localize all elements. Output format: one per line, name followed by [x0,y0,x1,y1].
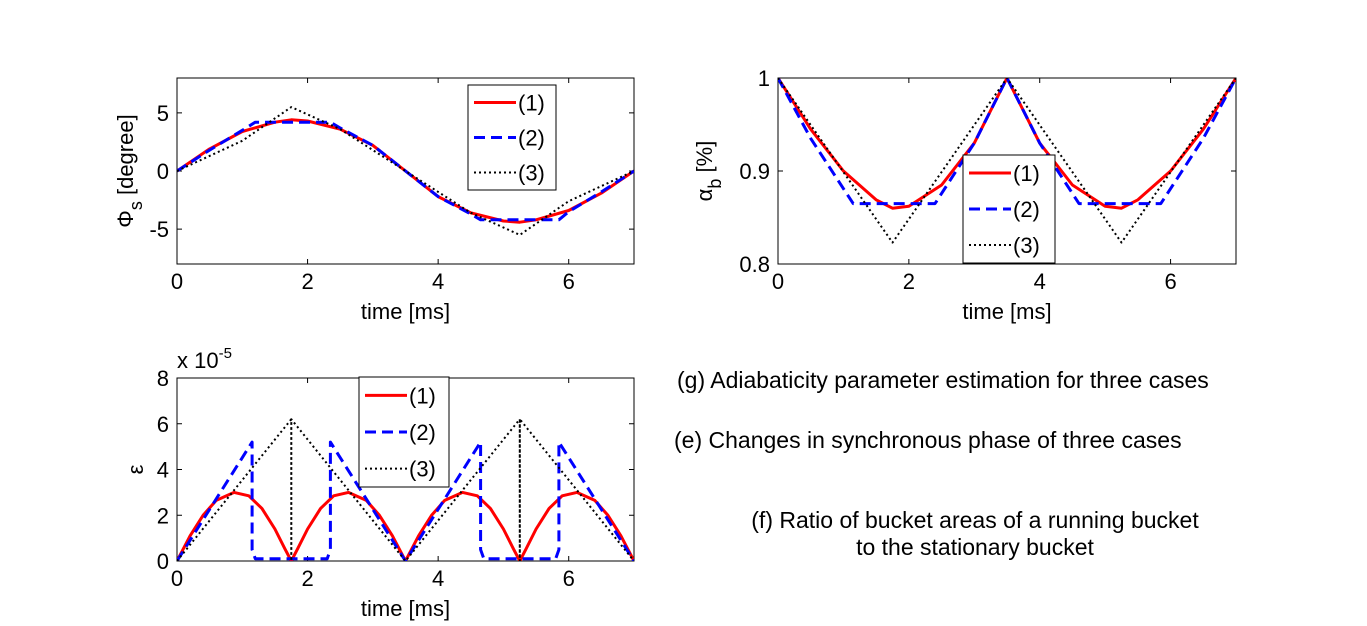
series-line-3 [177,106,634,236]
legend-label-1: (1) [1013,161,1040,186]
legend-label-2: (2) [518,126,545,151]
x-tick-label: 4 [1034,269,1046,294]
caption-g: (g) Adiabaticity parameter estimation fo… [677,367,1209,393]
series-line-2 [177,120,634,222]
x-tick-label: 0 [772,269,784,294]
chart-phi: 0 2 4 6 -5 0 5 time [ms] Φs [degree] (1) (2) (3) [113,77,635,324]
legend-label-2: (2) [409,420,436,445]
caption-f: (f) Ratio of bucket areas of a running b… [700,507,1250,561]
x-tick-label: 0 [171,566,183,591]
legend: (1) (2) (3) [467,84,557,191]
caption-f-line2: to the stationary bucket [856,534,1094,560]
y-exponent-label: x 10-5 [177,345,232,373]
x-tick-label: 2 [301,566,313,591]
y-tick-label: 0 [157,159,169,184]
series-line-3 [177,418,634,561]
y-tick-label: 0.8 [739,252,770,277]
legend-label-1: (1) [409,383,436,408]
series-line-2 [177,440,634,561]
x-axis-label: time [ms] [962,299,1051,324]
y-tick-label: -5 [149,217,169,242]
legend-label-3: (3) [409,457,436,482]
legend-label-1: (1) [518,91,545,116]
y-tick-label: 2 [157,503,169,528]
y-tick-label: 6 [157,412,169,437]
x-axis-label: time [ms] [361,596,450,621]
legend-label-3: (3) [1013,233,1040,258]
y-tick-label: 1 [758,66,770,91]
caption-f-line1: (f) Ratio of bucket areas of a running b… [751,507,1199,533]
legend: (1) (2) (3) [962,154,1056,264]
x-tick-label: 6 [563,269,575,294]
caption-e: (e) Changes in synchronous phase of thre… [674,427,1182,453]
y-tick-label: 8 [157,366,169,391]
x-tick-label: 2 [301,269,313,294]
legend-label-2: (2) [1013,197,1040,222]
x-tick-label: 6 [563,566,575,591]
series-line-2 [778,78,1236,206]
y-tick-label: 0.9 [739,159,770,184]
y-axis-label: αb [%] [692,141,725,202]
y-tick-label: 4 [157,458,169,483]
series-line-1 [778,78,1236,210]
x-tick-label: 4 [432,269,444,294]
series-line-1 [177,490,634,561]
y-axis-label: Φs [degree] [113,114,146,227]
x-tick-label: 6 [1164,269,1176,294]
x-tick-label: 0 [171,269,183,294]
legend: (1) (2) (3) [358,376,450,488]
x-tick-label: 2 [903,269,915,294]
x-axis-label: time [ms] [361,299,450,324]
y-tick-label: 0 [157,549,169,574]
chart-alpha: 0 2 4 6 0.8 0.9 1 time [ms] αb [%] (1) (2) (3) [692,66,1237,324]
y-axis-label: ε [123,464,148,474]
legend-label-3: (3) [518,161,545,186]
chart-eps: 0 2 4 6 0 2 4 6 8 time [ms] ε x 10-5 (1) (2) (3) [123,345,635,621]
y-tick-label: 5 [157,101,169,126]
x-tick-label: 4 [432,566,444,591]
